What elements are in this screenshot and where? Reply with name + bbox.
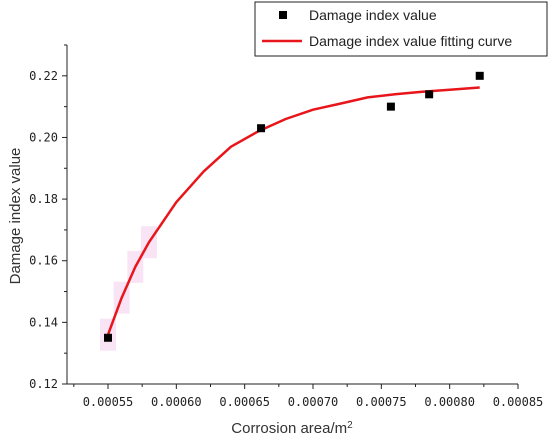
data-point [257, 124, 266, 133]
x-tick-label: 0.00070 [288, 395, 339, 409]
y-axis-title: Damage index value [7, 148, 24, 285]
legend-scatter-label: Damage index value [309, 7, 437, 23]
y-tick-label: 0.16 [29, 254, 58, 268]
legend-curve-label: Damage index value fitting curve [309, 33, 512, 49]
x-tick-label: 0.00085 [493, 395, 544, 409]
fitting-curve-line [106, 86, 480, 336]
y-tick-label: 0.12 [29, 377, 58, 391]
data-point [425, 90, 434, 99]
y-tick-label: 0.22 [29, 69, 58, 83]
legend: Damage index value Damage index value fi… [254, 1, 548, 57]
y-tick-label: 0.14 [29, 315, 58, 329]
legend-scatter-marker [279, 11, 287, 19]
legend-box [254, 1, 548, 57]
x-tick-label: 0.00060 [151, 395, 202, 409]
data-points [104, 71, 484, 342]
x-tick-label: 0.00065 [219, 395, 270, 409]
x-axis-ticks: 0.00055 0.00060 0.00065 0.00070 0.00075 0.000… [73, 384, 544, 409]
y-tick-label: 0.20 [29, 130, 58, 144]
fitting-curve [106, 86, 480, 336]
x-axis-title: Corrosion area/m2 [231, 420, 353, 438]
x-tick-label: 0.00075 [356, 395, 407, 409]
data-point [386, 102, 395, 111]
x-tick-label: 0.00055 [83, 395, 134, 409]
data-point [104, 333, 112, 342]
x-tick-label: 0.00080 [424, 395, 475, 409]
y-axis-ticks: 0.12 0.14 0.16 0.18 0.20 0.22 [29, 44, 67, 391]
x-axis-title-superscript: 2 [347, 420, 353, 431]
y-tick-label: 0.18 [29, 192, 58, 206]
axes [66, 45, 518, 385]
data-point [475, 71, 484, 80]
x-axis-title-text: Corrosion area/m [231, 420, 347, 437]
